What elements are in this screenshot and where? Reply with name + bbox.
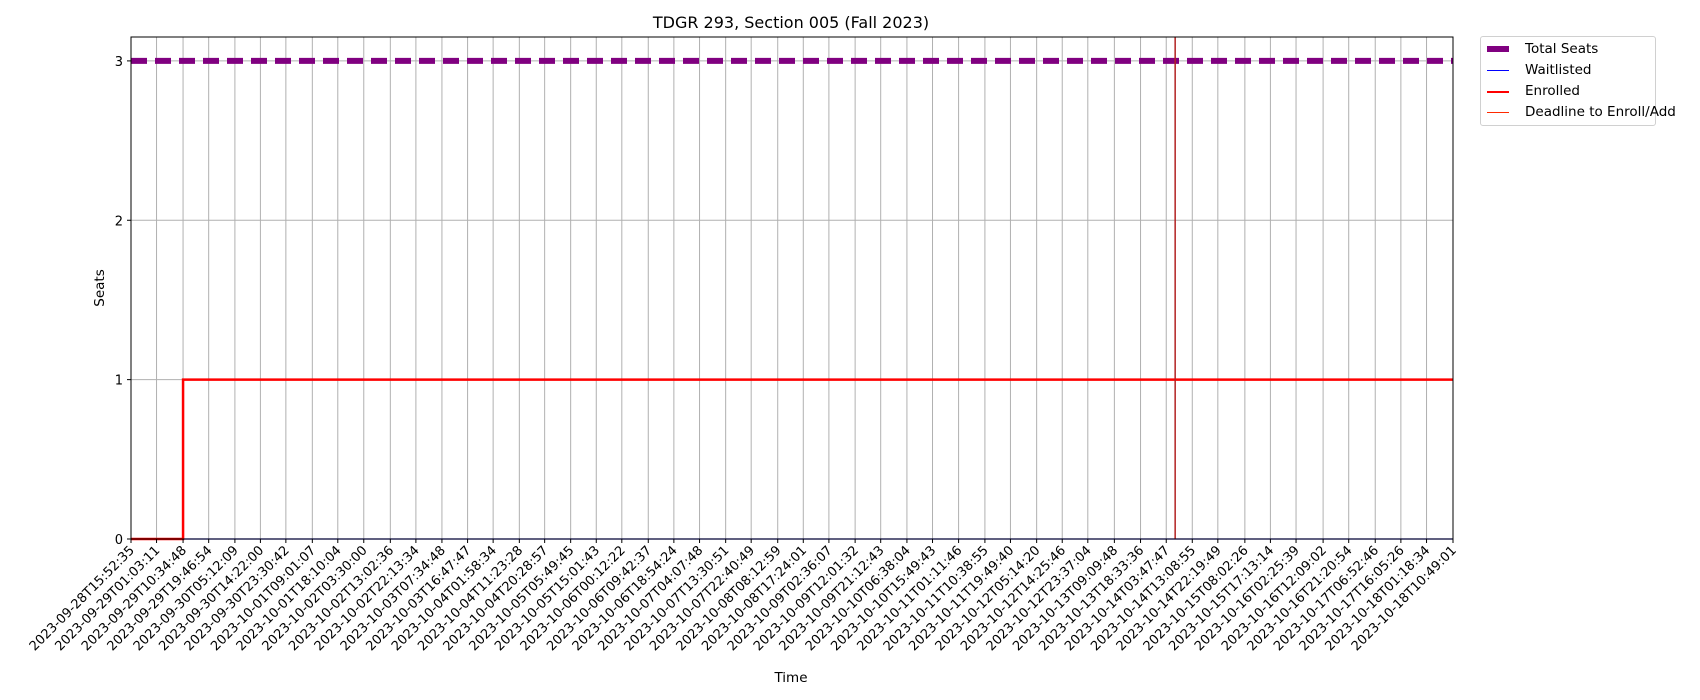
chart-title: TDGR 293, Section 005 (Fall 2023) <box>652 13 929 32</box>
y-tick-label: 2 <box>115 214 123 229</box>
y-tick-label: 0 <box>115 533 123 548</box>
grid <box>130 37 1454 540</box>
plot-frame <box>130 36 1454 540</box>
legend-label: Deadline to Enroll/Add <box>1525 104 1676 120</box>
y-axis: 0 1 2 3 <box>115 55 131 548</box>
legend-item-waitlisted: Waitlisted <box>1481 60 1655 81</box>
legend-item-total-seats: Total Seats <box>1481 39 1655 60</box>
legend-swatch-total-seats <box>1487 46 1509 52</box>
legend: Total Seats Waitlisted Enrolled Deadline… <box>1480 36 1676 126</box>
legend-label: Waitlisted <box>1525 62 1592 78</box>
legend-item-enrolled: Enrolled <box>1481 81 1655 102</box>
legend-item-deadline: Deadline to Enroll/Add <box>1481 102 1676 123</box>
legend-swatch-waitlisted <box>1487 70 1509 71</box>
legend-label: Enrolled <box>1525 83 1580 99</box>
series-layer <box>131 37 1453 541</box>
legend-swatch-deadline <box>1487 112 1509 113</box>
y-tick-label: 1 <box>115 374 123 389</box>
legend-swatch-enrolled <box>1487 91 1509 93</box>
x-axis: 2023-09-28T15:52:352023-09-29T01:03:1120… <box>27 539 1460 654</box>
legend-label: Total Seats <box>1525 41 1599 57</box>
series-enrolled <box>131 378 1453 541</box>
x-axis-label: Time <box>773 670 807 686</box>
y-tick-label: 3 <box>115 55 123 70</box>
y-axis-label: Seats <box>92 269 108 306</box>
